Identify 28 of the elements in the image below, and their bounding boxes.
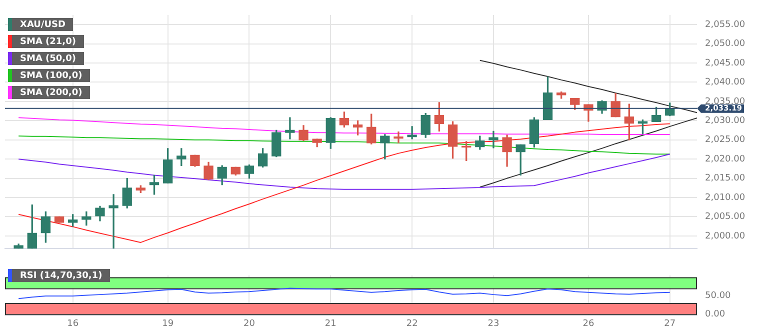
y-tick-label: 2,000.00: [705, 231, 746, 242]
y-tick-label: 2,005.00: [705, 212, 746, 222]
x-tick-label: 16: [67, 318, 79, 329]
legend-label: SMA (21,0): [20, 36, 76, 46]
y-tick-label: 50.00: [705, 291, 732, 302]
x-tick-label: 20: [244, 318, 256, 329]
y-tick-label: 2,025.00: [705, 135, 746, 146]
x-tick-label: 22: [406, 318, 418, 329]
legend-label: SMA (50,0): [20, 54, 76, 64]
legend-label: SMA (100,0): [20, 70, 82, 80]
legend-label: SMA (200,0): [20, 88, 82, 98]
y-tick-label: 2,015.00: [705, 174, 746, 184]
y-tick-label: 2,010.00: [705, 192, 746, 203]
x-tick-label: 27: [664, 318, 676, 329]
y-tick-label: 2,030.00: [705, 116, 746, 126]
y-tick-label: 2,050.00: [705, 39, 746, 50]
legend-label: RSI (14,70,30,1): [20, 270, 102, 280]
y-tick-label: 2,045.00: [705, 58, 746, 68]
y-tick-label: 2,040.00: [705, 78, 746, 88]
x-tick-label: 21: [324, 318, 336, 329]
legend-label: XAU/USD: [20, 20, 66, 30]
x-tick-label: 23: [488, 318, 500, 329]
y-tick-label: 2,020.00: [705, 154, 746, 164]
x-tick-label: 19: [162, 318, 174, 329]
x-tick-label: 26: [582, 318, 594, 329]
y-tick-label: 0.00: [705, 309, 726, 320]
y-tick-label: 2,055.00: [705, 20, 746, 30]
candlestick: [54, 216, 64, 223]
